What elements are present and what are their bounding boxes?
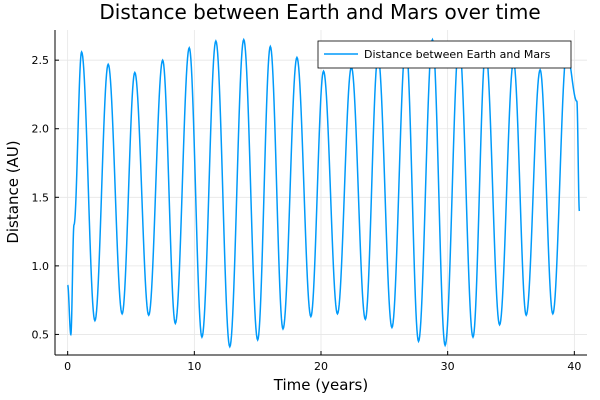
- x-tick-label: 0: [64, 360, 71, 373]
- x-tick-label: 20: [314, 360, 328, 373]
- x-axis-label: Time (years): [273, 376, 368, 394]
- legend-entry: Distance between Earth and Mars: [364, 48, 551, 61]
- y-tick-label: 2.0: [32, 123, 50, 136]
- y-tick-label: 2.5: [32, 54, 50, 67]
- x-tick-labels: 0 10 20 30 40: [64, 351, 581, 373]
- legend: Distance between Earth and Mars: [317, 40, 572, 69]
- x-tick-label: 10: [187, 360, 201, 373]
- legend-box: [317, 40, 572, 69]
- y-tick-label: 0.5: [32, 328, 50, 341]
- y-tick-labels: 0.5 1.0 1.5 2.0 2.5: [32, 54, 59, 341]
- series-line-earth-mars-distance: [67, 37, 581, 349]
- x-tick-label: 40: [567, 360, 581, 373]
- y-tick-label: 1.0: [32, 260, 50, 273]
- y-tick-label: 1.5: [32, 191, 50, 204]
- y-axis-label: Distance (AU): [4, 140, 22, 243]
- x-tick-label: 30: [441, 360, 455, 373]
- chart-title: Distance between Earth and Mars over tim…: [99, 0, 540, 24]
